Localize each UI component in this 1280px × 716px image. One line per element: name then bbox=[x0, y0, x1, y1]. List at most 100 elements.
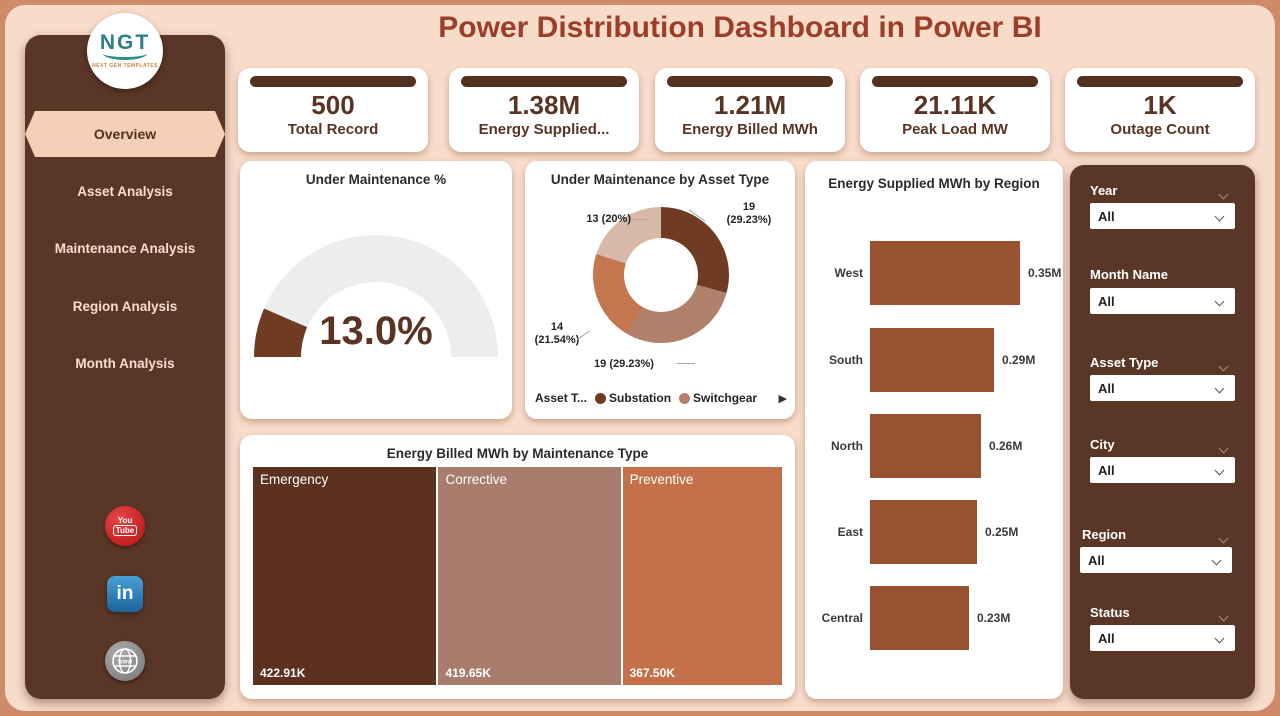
page-title: Power Distribution Dashboard in Power BI bbox=[438, 11, 1042, 44]
dropdown-chevron-icon bbox=[1211, 551, 1222, 569]
collapse-chevron-icon[interactable] bbox=[1218, 529, 1229, 547]
youtube-text-bottom: Tube bbox=[112, 524, 138, 536]
bar-west[interactable] bbox=[870, 241, 1020, 305]
treemap-title: Energy Billed MWh by Maintenance Type bbox=[386, 446, 649, 461]
kpi-value: 500 bbox=[311, 90, 355, 120]
sidebar-item-maintenance-analysis[interactable]: Maintenance Analysis bbox=[54, 241, 196, 256]
website-globe-icon[interactable]: www bbox=[105, 641, 145, 681]
slicer-dropdown-asset-type[interactable]: All bbox=[1090, 375, 1235, 401]
donut-chart[interactable] bbox=[593, 207, 729, 343]
kpi-top-bar bbox=[461, 76, 627, 87]
sidebar-item-region-analysis[interactable]: Region Analysis bbox=[72, 299, 178, 314]
dropdown-chevron-icon bbox=[1214, 292, 1225, 310]
treemap-tile-emergency[interactable]: Emergency 422.91K bbox=[253, 467, 439, 685]
donut-hole bbox=[624, 238, 698, 312]
kpi-label: Energy Supplied... bbox=[478, 121, 610, 138]
slicer-dropdown-month-name[interactable]: All bbox=[1090, 288, 1235, 314]
bar-north[interactable] bbox=[870, 414, 981, 478]
slicer-value: All bbox=[1098, 208, 1115, 224]
dropdown-chevron-icon bbox=[1214, 207, 1225, 225]
collapse-chevron-icon[interactable] bbox=[1218, 357, 1229, 375]
sidebar-item-month-analysis[interactable]: Month Analysis bbox=[75, 356, 175, 371]
slicer-dropdown-city[interactable]: All bbox=[1090, 457, 1235, 483]
bar-category: South bbox=[829, 353, 863, 367]
kpi-top-bar bbox=[667, 76, 833, 87]
sidebar-item-asset-analysis[interactable]: Asset Analysis bbox=[77, 184, 173, 199]
bar-category: North bbox=[831, 439, 863, 453]
kpi-card-outage-count: 1K Outage Count bbox=[1065, 68, 1255, 152]
legend-item-switchgear[interactable]: Switchgear bbox=[693, 391, 758, 405]
kpi-top-bar bbox=[872, 76, 1038, 87]
bar-category: West bbox=[834, 266, 863, 280]
sidebar: NGT NEXT GEN TEMPLATES Overview Asset An… bbox=[25, 13, 225, 699]
tile-value: 422.91K bbox=[260, 666, 306, 680]
collapse-chevron-icon[interactable] bbox=[1218, 185, 1229, 203]
ngt-logo: NGT NEXT GEN TEMPLATES bbox=[87, 13, 163, 89]
kpi-card-peak-load: 21.11K Peak Load MW bbox=[860, 68, 1050, 152]
treemap-chart: Emergency 422.91K Corrective 419.65K Pre… bbox=[253, 467, 783, 685]
legend-item-substation[interactable]: Substation bbox=[609, 391, 672, 405]
bar-row-south: South 0.29M bbox=[813, 327, 1035, 393]
tile-label: Preventive bbox=[629, 472, 694, 487]
collapse-chevron-icon[interactable] bbox=[1218, 607, 1229, 625]
kpi-label: Outage Count bbox=[1110, 121, 1210, 138]
dropdown-chevron-icon bbox=[1214, 379, 1225, 397]
linkedin-text: in bbox=[116, 583, 134, 604]
kpi-label: Energy Billed MWh bbox=[682, 121, 818, 138]
gauge-title: Under Maintenance % bbox=[305, 172, 447, 187]
legend-dot-substation bbox=[595, 392, 607, 404]
bar-row-east: East 0.25M bbox=[813, 499, 1018, 565]
donut-legend: Asset T... Substation Switchgear bbox=[535, 391, 785, 405]
gauge-chart[interactable] bbox=[254, 235, 498, 357]
kpi-value: 1K bbox=[1143, 90, 1177, 120]
bar-east[interactable] bbox=[870, 500, 977, 564]
collapse-chevron-icon[interactable] bbox=[1218, 439, 1229, 457]
bar-south[interactable] bbox=[870, 328, 994, 392]
dropdown-chevron-icon bbox=[1214, 461, 1225, 479]
youtube-text-top: You bbox=[117, 515, 133, 525]
globe-glyph: www bbox=[112, 648, 138, 674]
slicer-dropdown-year[interactable]: All bbox=[1090, 203, 1235, 229]
bar-central[interactable] bbox=[870, 586, 969, 650]
region-bar-title: Energy Supplied MWh by Region bbox=[828, 176, 1040, 191]
slicer-dropdown-region[interactable]: All bbox=[1080, 547, 1232, 573]
kpi-card-energy-billed: 1.21M Energy Billed MWh bbox=[655, 68, 845, 152]
donut-label-topleft: 13 (20%) bbox=[586, 213, 631, 225]
tile-label: Emergency bbox=[260, 472, 329, 487]
legend-title: Asset T... bbox=[535, 391, 588, 405]
donut-label-substation: 19 (29.23%) bbox=[726, 201, 772, 226]
slicer-label-city: City bbox=[1090, 437, 1115, 452]
tile-value: 419.65K bbox=[445, 666, 491, 680]
logo-swoosh-icon bbox=[103, 47, 147, 60]
bar-row-north: North 0.26M bbox=[813, 413, 1022, 479]
slicer-label-month-name: Month Name bbox=[1090, 267, 1168, 282]
donut-callout-line bbox=[633, 219, 649, 220]
kpi-label: Total Record bbox=[287, 121, 379, 138]
sidebar-item-label: Overview bbox=[93, 126, 157, 142]
slicer-panel: Year All Month Name All Asset Type All C… bbox=[1070, 165, 1255, 699]
donut-callout-line bbox=[677, 363, 695, 364]
linkedin-icon[interactable]: in bbox=[107, 576, 143, 612]
youtube-icon[interactable]: You Tube bbox=[105, 506, 145, 546]
kpi-card-total-record: 500 Total Record bbox=[238, 68, 428, 152]
legend-scroll-arrow-icon[interactable]: ▶ bbox=[778, 393, 787, 405]
dashboard-canvas: NGT NEXT GEN TEMPLATES Overview Asset An… bbox=[5, 5, 1275, 711]
treemap-tile-corrective[interactable]: Corrective 419.65K bbox=[438, 467, 623, 685]
kpi-value: 1.38M bbox=[507, 90, 581, 120]
region-bar-card: Energy Supplied MWh by Region West 0.35M… bbox=[805, 161, 1063, 699]
treemap-tile-preventive[interactable]: Preventive 367.50K bbox=[622, 467, 783, 685]
bar-value: 0.25M bbox=[985, 525, 1019, 539]
bar-value: 0.29M bbox=[1002, 353, 1036, 367]
bar-row-west: West 0.35M bbox=[813, 240, 1061, 306]
donut-card: Under Maintenance by Asset Type 19 (29.23… bbox=[525, 161, 795, 419]
bar-value: 0.35M bbox=[1028, 266, 1062, 280]
tile-label: Corrective bbox=[445, 472, 507, 487]
sidebar-item-overview[interactable]: Overview bbox=[25, 111, 225, 157]
treemap-card: Energy Billed MWh by Maintenance Type Em… bbox=[240, 435, 795, 699]
kpi-top-bar bbox=[1077, 76, 1243, 87]
slicer-dropdown-status[interactable]: All bbox=[1090, 625, 1235, 651]
slicer-value: All bbox=[1088, 552, 1105, 568]
tile-value: 367.50K bbox=[629, 666, 675, 680]
dropdown-chevron-icon bbox=[1214, 629, 1225, 647]
